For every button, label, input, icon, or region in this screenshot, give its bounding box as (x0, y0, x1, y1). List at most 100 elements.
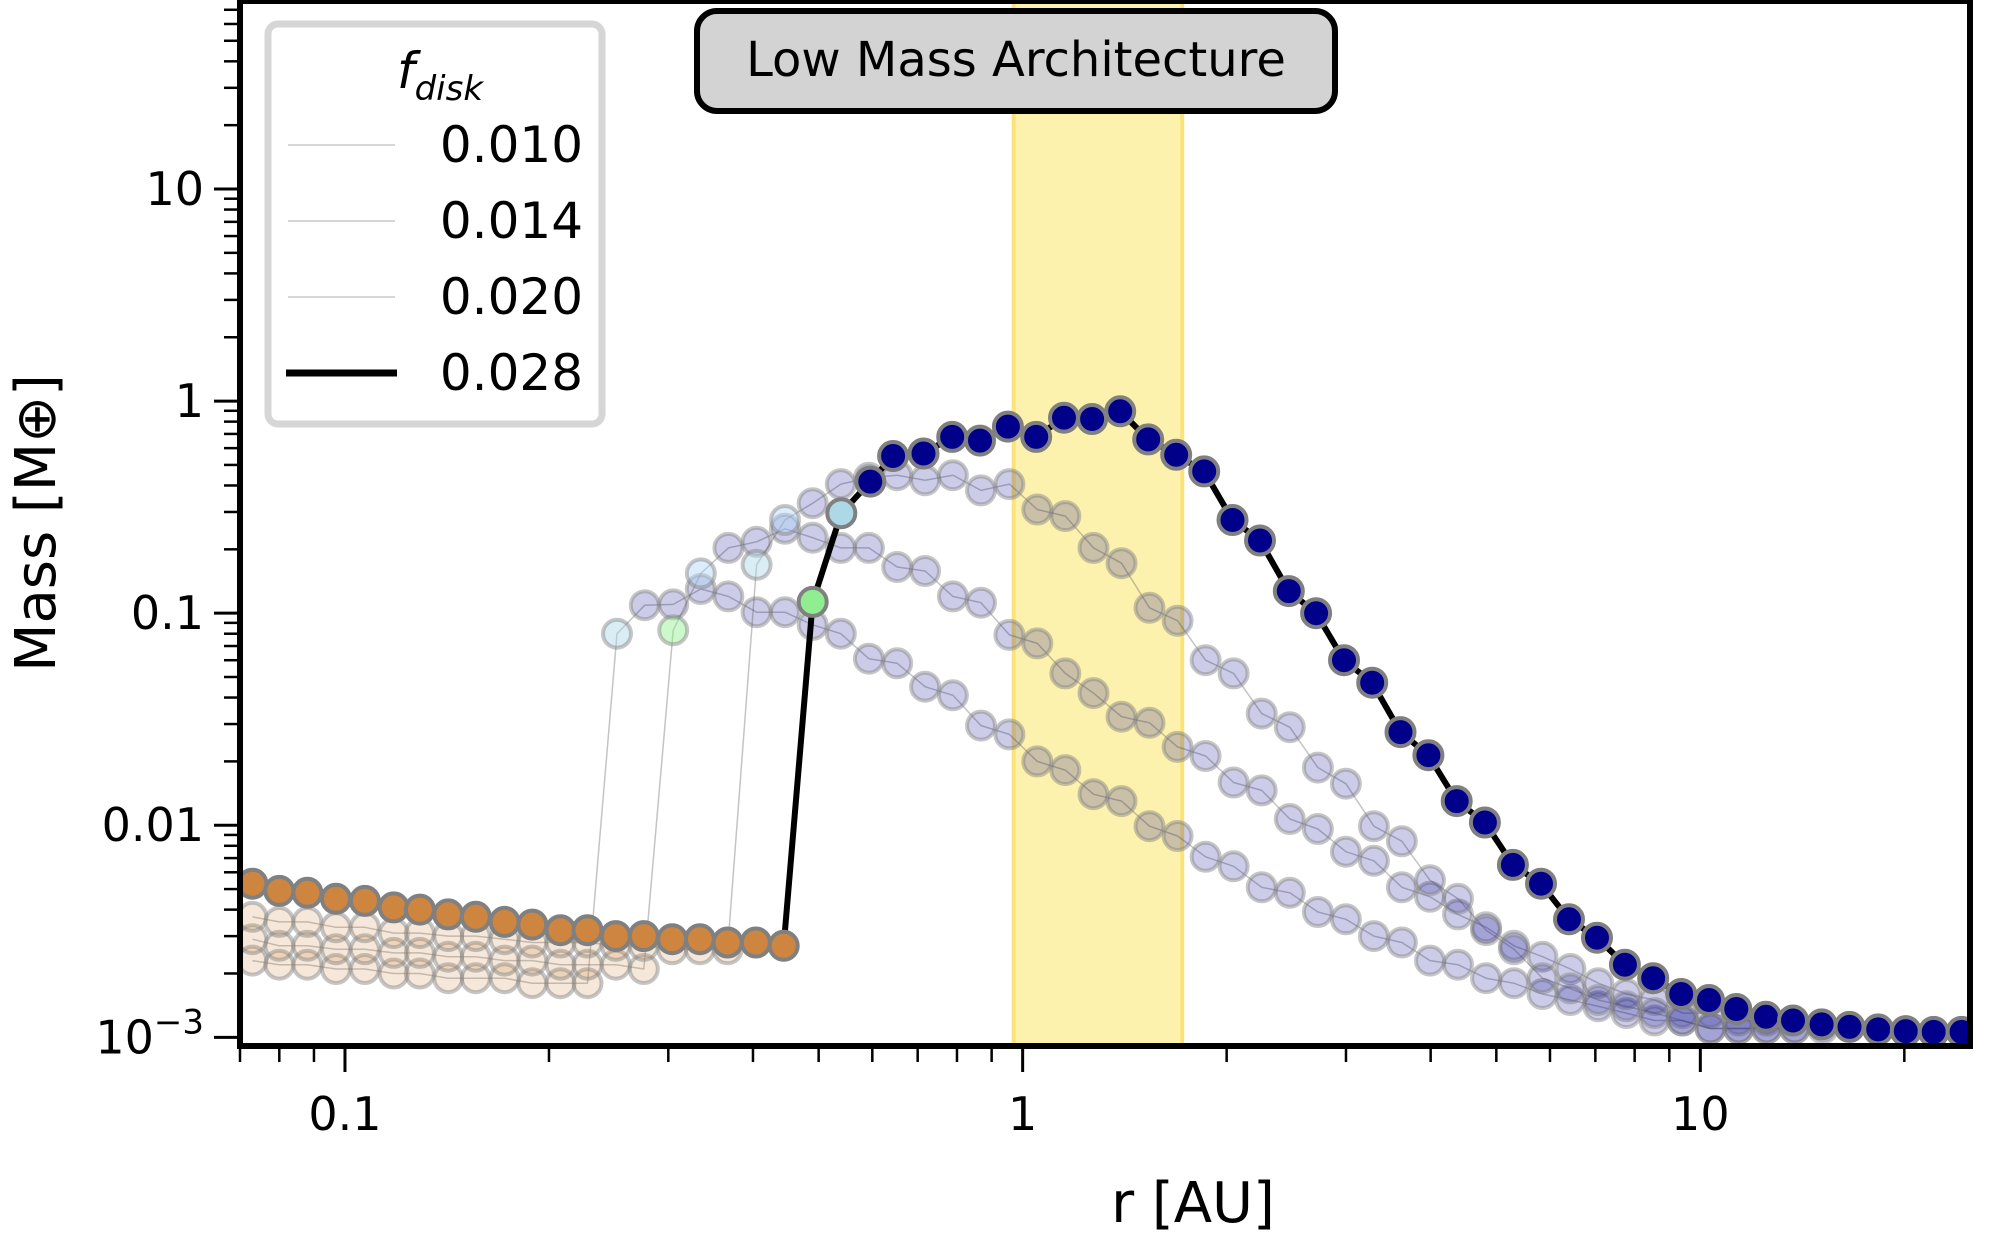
y-tick-label: 0.1 (131, 586, 204, 640)
data-point (740, 548, 773, 581)
data-point (1328, 644, 1360, 677)
data-point (936, 580, 969, 613)
data-point (263, 929, 296, 962)
data-point (1189, 644, 1222, 677)
data-point (936, 420, 969, 453)
data-point (711, 926, 744, 959)
legend: fdisk 0.010 0.014 0.020 0.028 (264, 20, 606, 428)
data-point (1245, 697, 1278, 730)
y-tick-label: 10−3 (95, 1002, 204, 1064)
data-point (599, 920, 632, 953)
data-point (1161, 604, 1194, 637)
data-point (1384, 716, 1417, 749)
data-point (1217, 850, 1250, 883)
data-point (907, 437, 940, 470)
data-point (403, 893, 436, 926)
data-point (1525, 867, 1557, 900)
data-point (348, 933, 381, 966)
data-point (1300, 597, 1333, 630)
legend-frame (264, 20, 606, 428)
data-point (432, 940, 465, 973)
data-point (320, 933, 352, 966)
data-point (377, 936, 410, 969)
data-point (991, 410, 1024, 443)
data-point (1160, 438, 1193, 471)
data-point (627, 953, 660, 985)
data-point (796, 585, 829, 618)
data-point (1414, 864, 1446, 897)
data-point (1329, 903, 1362, 936)
data-point (1665, 978, 1698, 1010)
data-point (824, 617, 857, 650)
data-point (1244, 524, 1276, 557)
data-point (432, 962, 465, 995)
data-point (1917, 1015, 1950, 1046)
data-point (767, 929, 800, 962)
data-point (571, 967, 604, 1000)
data-point (240, 923, 269, 956)
data-point (516, 908, 549, 941)
data-point (459, 940, 492, 973)
data-point (1161, 820, 1194, 852)
data-point (1049, 754, 1082, 787)
data-point (1273, 803, 1306, 835)
data-point (1442, 882, 1474, 915)
data-point (1526, 962, 1559, 995)
y-axis-label: Mass [M⊕] (4, 374, 69, 672)
legend-title-sub: disk (415, 69, 485, 109)
data-point (1805, 1008, 1838, 1041)
data-point (488, 944, 521, 977)
data-point (684, 573, 717, 605)
data-point (291, 876, 324, 909)
data-point (320, 882, 352, 915)
data-point (1638, 1004, 1671, 1037)
data-point (263, 905, 296, 938)
x-axis-label: r [AU] (1111, 1171, 1275, 1236)
data-point (965, 586, 997, 619)
y-tick-label-base: 10 (95, 1010, 154, 1064)
data-point (291, 905, 324, 938)
data-point (993, 468, 1026, 501)
data-point (1385, 825, 1418, 858)
data-point (1188, 455, 1221, 488)
data-point (1301, 751, 1334, 784)
data-point (824, 468, 857, 501)
data-point (544, 948, 577, 981)
data-point (1021, 745, 1054, 778)
data-point (1357, 810, 1390, 843)
data-point (1833, 1010, 1866, 1043)
data-point (1301, 813, 1334, 845)
data-point (877, 440, 910, 472)
data-point (881, 647, 914, 680)
data-point (657, 614, 690, 647)
data-point (1442, 948, 1474, 981)
data-point (544, 914, 577, 947)
data-point (1496, 848, 1529, 881)
data-point (1610, 990, 1643, 1023)
data-point (1385, 871, 1418, 904)
chart-title: Low Mass Architecture (746, 32, 1286, 88)
data-point (657, 588, 690, 621)
series-0.014 (240, 512, 1839, 1045)
data-point (1245, 871, 1278, 904)
data-point (1498, 929, 1530, 962)
series-line-0.010 (252, 588, 1795, 1030)
data-point (796, 487, 829, 520)
data-point (1442, 898, 1474, 931)
data-point (1526, 940, 1559, 973)
data-point (1105, 547, 1138, 580)
data-point (516, 967, 549, 1000)
legend-label-3: 0.028 (440, 344, 583, 402)
data-point (1301, 896, 1334, 928)
data-point (1356, 666, 1389, 699)
data-point (627, 920, 660, 953)
data-point (1498, 933, 1530, 966)
y-tick-label: 10 (145, 162, 204, 216)
data-point (320, 911, 352, 944)
series-line-0.014 (252, 528, 1823, 1030)
data-point (965, 709, 997, 742)
data-point (1554, 984, 1587, 1016)
data-point (601, 617, 633, 650)
data-point (403, 936, 436, 969)
data-point (1189, 840, 1222, 873)
